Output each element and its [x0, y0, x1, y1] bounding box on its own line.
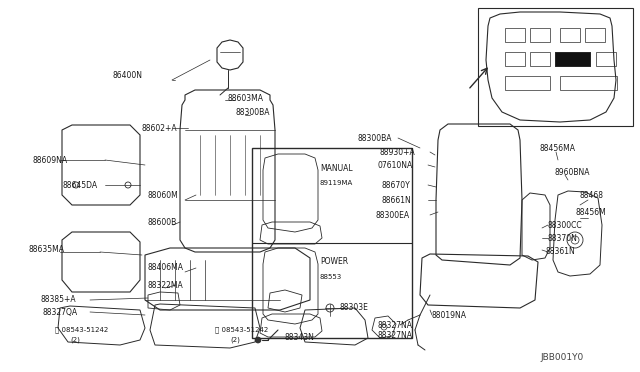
- Text: 88327NA: 88327NA: [378, 321, 413, 330]
- Text: 88343N: 88343N: [285, 334, 315, 343]
- Text: MANUAL: MANUAL: [320, 164, 353, 173]
- Text: POWER: POWER: [320, 257, 348, 266]
- Text: 88670Y: 88670Y: [382, 180, 411, 189]
- Text: 07610NA: 07610NA: [378, 160, 413, 170]
- Text: Ⓢ 08543-51242: Ⓢ 08543-51242: [215, 327, 268, 333]
- Bar: [555, 52, 590, 66]
- Text: 88609NA: 88609NA: [32, 155, 67, 164]
- Text: 88600B: 88600B: [148, 218, 177, 227]
- Bar: [478, 8, 633, 126]
- Text: 88019NA: 88019NA: [432, 311, 467, 320]
- Text: 88661N: 88661N: [382, 196, 412, 205]
- Text: 88553: 88553: [320, 274, 342, 280]
- Bar: [505, 76, 550, 90]
- Text: 88370N: 88370N: [548, 234, 578, 243]
- Text: JBB001Y0: JBB001Y0: [540, 353, 583, 362]
- Bar: [530, 52, 550, 66]
- Bar: [505, 28, 525, 42]
- Text: 88322MA: 88322MA: [148, 280, 184, 289]
- Text: 88385+A: 88385+A: [40, 295, 76, 305]
- Text: 88303E: 88303E: [340, 304, 369, 312]
- Bar: [505, 52, 525, 66]
- Text: 88327QA: 88327QA: [42, 308, 77, 317]
- Ellipse shape: [255, 337, 261, 343]
- Text: 88327NA: 88327NA: [378, 330, 413, 340]
- Text: 88645DA: 88645DA: [62, 180, 97, 189]
- Text: 88635MA: 88635MA: [28, 246, 64, 254]
- Bar: [560, 76, 617, 90]
- Text: 88300BA: 88300BA: [358, 134, 392, 142]
- Bar: [560, 28, 580, 42]
- Text: 88602+A: 88602+A: [142, 124, 178, 132]
- Text: Ⓢ 08543-51242: Ⓢ 08543-51242: [55, 327, 108, 333]
- Text: (2): (2): [230, 337, 240, 343]
- Text: 88406MA: 88406MA: [148, 263, 184, 273]
- Text: 88060M: 88060M: [148, 190, 179, 199]
- Text: 88603MA: 88603MA: [228, 93, 264, 103]
- Text: 88300EA: 88300EA: [376, 211, 410, 219]
- Text: 86400N: 86400N: [112, 71, 142, 80]
- Bar: [596, 52, 616, 66]
- Text: 88300CC: 88300CC: [548, 221, 582, 230]
- Text: 88456MA: 88456MA: [540, 144, 576, 153]
- Text: 88930+A: 88930+A: [380, 148, 416, 157]
- Text: 88300BA: 88300BA: [235, 108, 269, 116]
- Bar: [555, 52, 590, 66]
- Bar: [252, 148, 412, 338]
- Text: 8960BNA: 8960BNA: [555, 167, 591, 176]
- Text: 88361N: 88361N: [546, 247, 576, 257]
- Bar: [585, 28, 605, 42]
- Text: 88468: 88468: [580, 190, 604, 199]
- Text: 89119MA: 89119MA: [320, 180, 353, 186]
- Text: 88456M: 88456M: [576, 208, 607, 217]
- Text: (2): (2): [70, 337, 80, 343]
- Bar: [530, 28, 550, 42]
